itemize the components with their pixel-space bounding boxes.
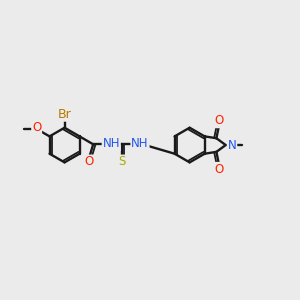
Text: N: N [228, 139, 236, 152]
Text: O: O [84, 155, 94, 168]
Text: O: O [214, 163, 224, 176]
Text: NH: NH [131, 137, 149, 150]
Text: O: O [32, 122, 41, 134]
Text: S: S [118, 155, 126, 168]
Text: NH: NH [103, 137, 120, 150]
Text: Br: Br [58, 108, 71, 121]
Text: O: O [214, 114, 224, 128]
